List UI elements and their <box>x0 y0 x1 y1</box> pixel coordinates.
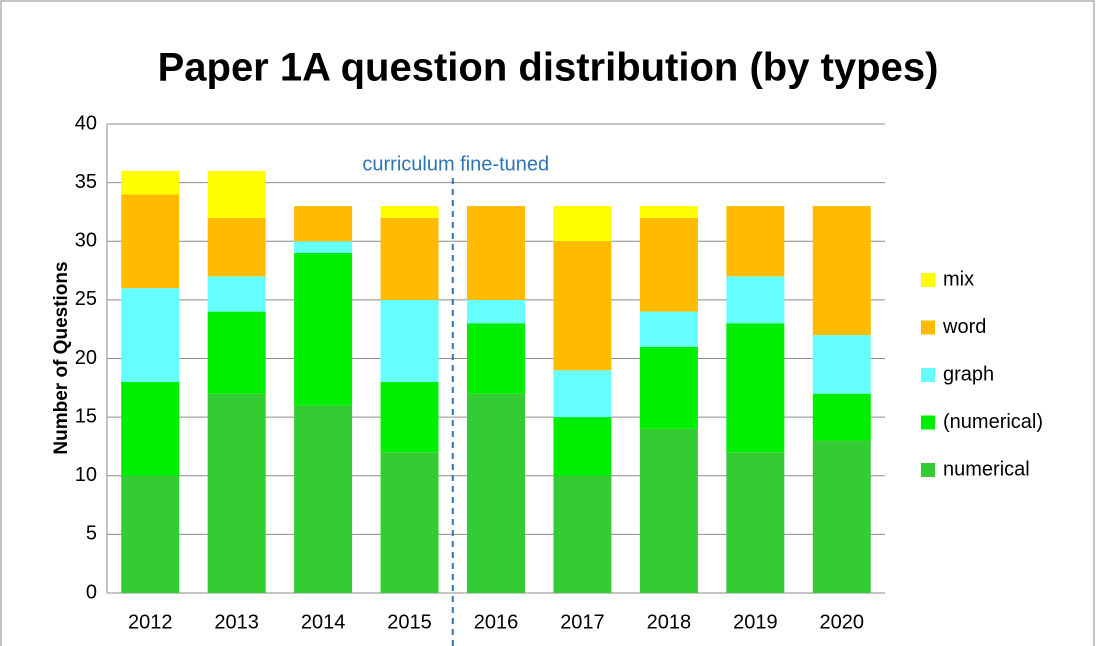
bar-segment <box>812 393 871 441</box>
chart-title: Paper 1A question distribution (by types… <box>158 46 939 90</box>
bar-segment <box>207 170 266 218</box>
bar-segment <box>121 381 180 476</box>
x-tick-label: 2018 <box>647 611 692 633</box>
bar-segment <box>380 381 439 453</box>
bar-segment <box>812 440 871 593</box>
bar-segment <box>553 370 612 418</box>
bar-segment <box>207 311 266 394</box>
bar-segment <box>467 323 525 394</box>
y-axis-label: Number of Questions <box>51 261 72 454</box>
bar-segment <box>467 206 525 300</box>
bar-segment <box>726 206 785 277</box>
annotation: curriculum fine-tuned <box>362 153 549 175</box>
bar-segment <box>121 170 180 195</box>
bar-segment <box>121 475 180 593</box>
x-tick-label: 2016 <box>474 611 519 633</box>
bar-segment <box>294 405 353 593</box>
x-tick-label: 2017 <box>560 611 605 633</box>
y-tick-label: 35 <box>75 171 97 193</box>
y-tick-label: 30 <box>75 230 97 252</box>
bar-segment <box>553 206 612 242</box>
bar-segment <box>467 393 525 593</box>
bar-segment <box>207 393 266 593</box>
bar-segment <box>553 475 612 593</box>
bar-segment <box>294 252 353 406</box>
y-tick-label: 15 <box>75 405 97 427</box>
x-tick-label: 2015 <box>387 611 432 633</box>
bar-segment <box>294 206 353 242</box>
y-tick-label: 10 <box>75 464 97 486</box>
y-tick-label: 0 <box>86 581 97 603</box>
bar-segment <box>380 217 439 300</box>
legend-swatch <box>921 320 935 335</box>
x-tick-label: 2012 <box>128 611 173 633</box>
legend-label: word <box>942 316 986 338</box>
legend-swatch <box>921 368 935 382</box>
x-tick-label: 2020 <box>820 611 865 633</box>
bar-segment <box>812 335 871 394</box>
y-tick-label: 25 <box>75 288 97 310</box>
legend-swatch <box>921 463 935 477</box>
bar-segment <box>639 217 698 312</box>
y-tick-label: 40 <box>75 112 97 134</box>
bar-segment <box>639 311 698 347</box>
x-tick-label: 2019 <box>733 611 778 633</box>
bar-segment <box>380 299 439 382</box>
legend-label: graph <box>943 363 994 385</box>
bar-segment <box>553 417 612 476</box>
bar-segment <box>380 452 439 593</box>
bar-segment <box>726 452 785 593</box>
x-tick-label: 2014 <box>301 611 346 633</box>
bar-segment <box>294 241 353 253</box>
bar-segment <box>121 288 180 382</box>
bar-segment <box>726 323 785 453</box>
legend-label: numerical <box>943 458 1030 480</box>
bar-segment <box>553 241 612 371</box>
legend-label: mix <box>943 268 974 290</box>
bar-segment <box>467 299 525 324</box>
bar-segment <box>380 206 439 218</box>
bar-segment <box>726 276 785 324</box>
x-tick-label: 2013 <box>214 611 259 633</box>
bar-segment <box>639 206 698 218</box>
bar-segment <box>639 428 698 593</box>
bar-segment <box>639 346 698 429</box>
legend-swatch <box>921 273 935 287</box>
legend-swatch <box>921 415 935 430</box>
y-tick-label: 20 <box>75 347 97 369</box>
bar-segment <box>121 194 180 289</box>
bar-segment <box>812 206 871 336</box>
y-tick-label: 5 <box>86 523 97 545</box>
bar-segment <box>207 217 266 277</box>
legend-label: (numerical) <box>943 411 1043 433</box>
bar-segment <box>207 276 266 312</box>
